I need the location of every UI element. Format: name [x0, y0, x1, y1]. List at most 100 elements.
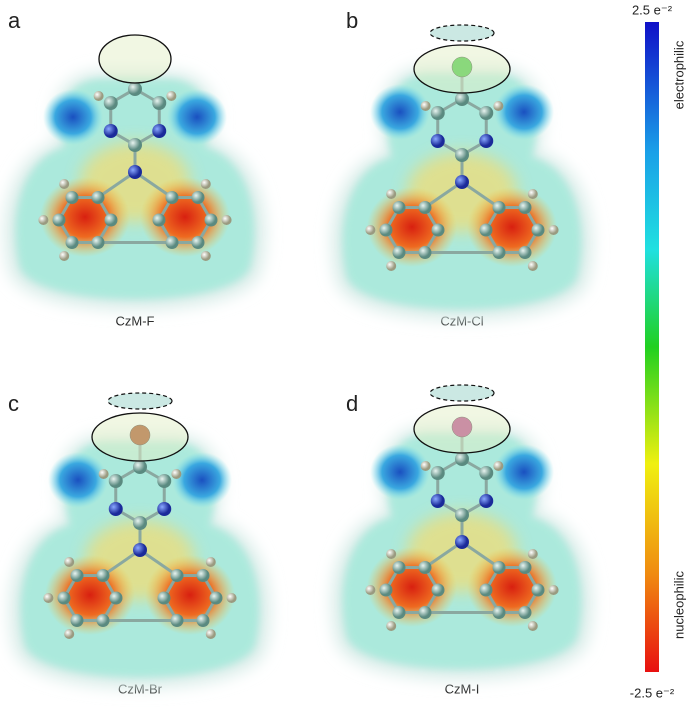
atom [98, 469, 109, 479]
positive-lobe [370, 444, 430, 500]
panel-letter: c [8, 391, 19, 416]
colorbar-bottom-text: nucleophilic [671, 571, 686, 639]
negative-lobe [145, 555, 235, 635]
bond [461, 180, 500, 209]
atom [70, 568, 84, 582]
panel-label: CzM-I [445, 681, 480, 696]
atom [527, 621, 538, 632]
sigma-hole-dashed [107, 392, 173, 410]
atom [392, 200, 406, 214]
atom [70, 614, 84, 628]
atom [455, 92, 469, 106]
atom [103, 96, 118, 110]
atom [191, 190, 205, 204]
atom [157, 591, 171, 605]
atom [493, 101, 504, 111]
positive-lobe [370, 84, 430, 140]
atom [479, 106, 494, 120]
atom [96, 614, 110, 628]
atom [52, 213, 66, 227]
positive-lobe [43, 89, 103, 145]
colorbar-top-text: electrophilic [671, 40, 686, 109]
atom [59, 251, 70, 262]
atom [455, 452, 469, 466]
negative-lobe [467, 547, 557, 627]
negative-lobe [45, 555, 135, 635]
negative-lobe [40, 177, 130, 257]
colorbar-max: 2.5 e⁻² [632, 2, 673, 17]
atom [430, 134, 445, 148]
atom [531, 223, 545, 237]
panel-letter: d [346, 391, 358, 416]
atom [527, 548, 538, 559]
atom [518, 246, 532, 260]
atom [492, 246, 506, 260]
sigma-hole-dashed [429, 24, 495, 42]
atom [430, 466, 445, 480]
atom [420, 101, 431, 111]
atom [548, 585, 559, 595]
atom [226, 593, 237, 603]
bond [102, 548, 141, 577]
atom [479, 583, 493, 597]
atom [492, 606, 506, 620]
atom [152, 213, 166, 227]
molecule [5, 34, 265, 310]
panel-label: CzM-F [116, 313, 155, 328]
atom [108, 474, 123, 488]
atom [128, 138, 142, 152]
atom [392, 560, 406, 574]
atom [157, 474, 172, 488]
sigma-hole-dashed [429, 384, 495, 402]
positive-lobe [167, 89, 227, 145]
atom [196, 614, 210, 628]
atom [93, 91, 104, 101]
atom [455, 175, 469, 189]
atom [170, 568, 184, 582]
atom [205, 629, 216, 640]
positive-lobe [494, 444, 554, 500]
atom [170, 614, 184, 628]
bond [424, 540, 463, 569]
negative-lobe [140, 177, 230, 257]
atom [65, 236, 79, 250]
atom [109, 591, 123, 605]
atom [165, 236, 179, 250]
atom [152, 124, 167, 138]
atom [548, 225, 559, 235]
positive-lobe [494, 84, 554, 140]
atom [455, 508, 469, 522]
atom [386, 621, 397, 632]
atom [386, 188, 397, 199]
atom [418, 246, 432, 260]
panel-letter: b [346, 8, 358, 33]
atom [221, 215, 232, 225]
atom [455, 148, 469, 162]
atom [165, 190, 179, 204]
atom [379, 223, 393, 237]
atom [518, 200, 532, 214]
atom [418, 560, 432, 574]
negative-lobe [367, 187, 457, 267]
atom [38, 215, 49, 225]
colorbar [645, 22, 659, 672]
atom [64, 556, 75, 567]
atom [128, 165, 142, 179]
atom [431, 223, 445, 237]
atom [166, 91, 177, 101]
atom [91, 236, 105, 250]
atom [518, 560, 532, 574]
atom [431, 583, 445, 597]
negative-lobe [367, 547, 457, 627]
atom [379, 583, 393, 597]
atom [57, 591, 71, 605]
sigma-hole-outline [91, 412, 189, 462]
bond [97, 170, 136, 199]
atom [64, 629, 75, 640]
atom [128, 82, 142, 96]
atom [59, 178, 70, 189]
atom [171, 469, 182, 479]
atom [479, 134, 494, 148]
atom [479, 494, 494, 508]
